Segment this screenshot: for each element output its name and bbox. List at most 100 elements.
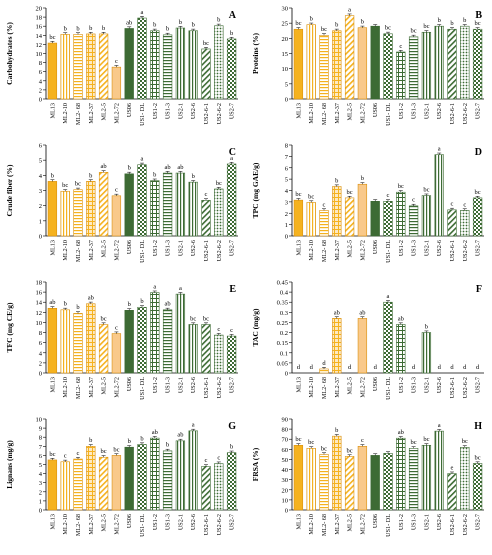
x-tick-label: US1-2 xyxy=(152,377,159,393)
data-label: a xyxy=(141,9,144,16)
bar xyxy=(421,31,432,100)
data-label: c xyxy=(230,327,233,334)
x-tick-label: US2-6-1 xyxy=(449,377,456,398)
bar xyxy=(408,448,419,511)
x-tick-label: ML13 xyxy=(295,514,302,529)
panel-f: F TAC (mg/g) 0 0.05 0.1 0.15 0.2 0.25 0.3 0.35 0.4… xyxy=(251,280,484,400)
x-tick-label: ML2-10 xyxy=(308,240,315,261)
x-tick-label: US2-6 xyxy=(190,514,197,530)
y-tick-label: 3 xyxy=(39,188,42,195)
x-tick-label: US1-2 xyxy=(398,514,405,530)
panel-letter: F xyxy=(476,284,482,295)
x-tick-label: ML2-72 xyxy=(113,103,120,124)
data-label: b xyxy=(140,435,143,442)
bar xyxy=(150,292,160,374)
bar xyxy=(344,197,355,237)
panel-letter: A xyxy=(229,10,237,21)
x-tick-label: ML2-37 xyxy=(88,377,95,398)
x-tick-label: US2-1 xyxy=(423,377,430,393)
x-tick-label: ML13 xyxy=(49,377,56,392)
bar xyxy=(188,430,198,511)
bar xyxy=(124,173,134,237)
y-tick-label: 0.1 xyxy=(280,350,288,357)
bar xyxy=(460,210,470,237)
x-tick-label: ML2-72 xyxy=(359,377,366,398)
y-tick-label: 0 xyxy=(285,371,288,378)
y-tick-label: 3 xyxy=(39,480,42,487)
y-tick-label: 12 xyxy=(36,42,43,49)
x-tick-label: ML2-37 xyxy=(88,514,95,535)
y-tick-label: 14 xyxy=(36,33,43,40)
data-label: bc xyxy=(385,25,391,32)
data-label: b xyxy=(153,172,156,179)
y-tick-label: 4 xyxy=(39,78,43,85)
y-tick-label: 4 xyxy=(39,350,43,357)
x-tick-label: ML2-5 xyxy=(101,103,108,121)
x-tick-label: US1-2 xyxy=(152,514,159,530)
y-tick-label: 80 xyxy=(282,427,289,434)
data-label: b xyxy=(450,20,453,27)
bar xyxy=(293,28,304,100)
x-tick-label: ML2-37 xyxy=(334,514,341,535)
data-label: bc xyxy=(295,436,301,443)
bar xyxy=(396,191,406,237)
x-tick-label: ML2-5 xyxy=(347,514,354,532)
x-tick-label: ML2-37 xyxy=(88,240,95,261)
x-tick-label: ML2-37 xyxy=(334,103,341,124)
y-tick-label: 5 xyxy=(285,177,288,184)
x-tick-label: US2-7 xyxy=(475,514,482,530)
x-tick-label: US2-7 xyxy=(475,103,482,119)
x-tick-label: US1-3 xyxy=(411,514,418,530)
bar xyxy=(383,453,393,511)
x-tick-label: US2-6-1 xyxy=(203,514,210,535)
x-tick-label: US1-3 xyxy=(165,103,172,119)
bar xyxy=(447,28,457,100)
y-tick-label: 2 xyxy=(39,360,42,367)
x-tick-label: ML2-72 xyxy=(359,240,366,261)
x-tick-label: US1- DL xyxy=(385,377,392,400)
bar xyxy=(150,437,160,511)
data-label: a xyxy=(153,283,156,290)
data-label: bc xyxy=(190,315,196,322)
data-label: b xyxy=(102,25,105,32)
bar xyxy=(344,456,355,511)
y-tick-label: 0 xyxy=(39,234,42,241)
bar xyxy=(332,318,342,374)
y-tick-label: 5 xyxy=(39,462,42,469)
bar xyxy=(86,181,96,237)
bar xyxy=(214,188,224,237)
data-label: bc xyxy=(308,193,314,200)
data-label: c xyxy=(205,457,208,464)
x-tick-label: US1-3 xyxy=(165,514,172,530)
data-label: bc xyxy=(113,446,119,453)
data-label: bc xyxy=(216,180,222,187)
data-label: ab xyxy=(177,432,183,439)
y-tick-label: 6 xyxy=(39,453,43,460)
bar xyxy=(214,25,224,100)
bar xyxy=(47,42,58,100)
x-tick-label: US2-6 xyxy=(436,103,443,119)
x-tick-label: ML2-72 xyxy=(359,103,366,124)
data-label: c xyxy=(451,201,454,208)
data-label: bc xyxy=(101,448,107,455)
bar xyxy=(201,324,211,374)
bar xyxy=(124,28,134,100)
data-label: bc xyxy=(321,445,327,452)
data-label: b xyxy=(335,427,338,434)
x-tick-label: US2-6-2 xyxy=(216,103,223,124)
bar xyxy=(111,455,122,511)
bar xyxy=(86,33,96,100)
y-tick-label: 20 xyxy=(282,487,289,494)
data-label: bc xyxy=(308,439,314,446)
panel-letter: C xyxy=(229,147,236,158)
bar xyxy=(98,171,109,237)
y-tick-label: 0.25 xyxy=(277,320,288,327)
bar xyxy=(434,25,444,100)
y-axis-label: Crude fiber (%) xyxy=(5,164,14,216)
x-tick-label: ML2-10 xyxy=(308,103,315,124)
